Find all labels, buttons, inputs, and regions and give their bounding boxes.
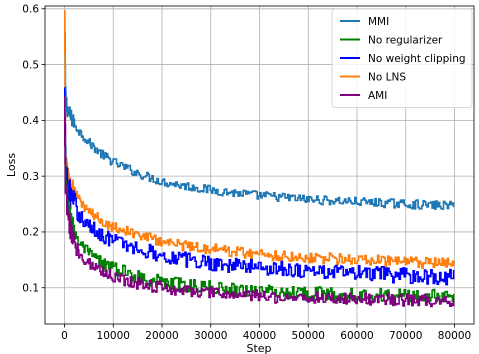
series-layer <box>64 9 455 308</box>
y-axis-label: Loss <box>5 153 18 177</box>
x-tick-label: 40000 <box>243 330 276 342</box>
legend-label: No LNS <box>368 72 406 84</box>
x-tick-label: 70000 <box>389 330 422 342</box>
y-tick-label: 0.6 <box>22 4 39 16</box>
legend-box <box>331 8 473 108</box>
x-tick-label: 50000 <box>292 330 325 342</box>
legend-label: MMI <box>368 16 389 28</box>
series-line-mmi <box>64 16 455 210</box>
x-tick-label: 30000 <box>194 330 227 342</box>
x-tick-label: 80000 <box>438 330 471 342</box>
legend-label: No weight clipping <box>368 53 466 65</box>
y-tick-label: 0.2 <box>22 227 39 239</box>
x-axis-label: Step <box>246 342 271 354</box>
y-axis: 0.1 0.2 0.3 0.4 0.5 0.6 <box>22 4 45 295</box>
x-tick-label: 60000 <box>340 330 373 342</box>
series-line-no-lns <box>64 9 455 269</box>
x-axis: 0 10000 20000 30000 40000 50000 60000 70000 8000… <box>61 324 471 342</box>
y-tick-label: 0.4 <box>22 115 39 127</box>
x-tick-label: 20000 <box>145 330 178 342</box>
series-line-no-weight-clipping <box>64 87 455 286</box>
y-tick-label: 0.3 <box>22 171 39 183</box>
x-tick-label: 0 <box>61 330 68 342</box>
legend-label: AMI <box>368 90 387 102</box>
legend: MMI No regularizer No weight clipping No LN… <box>331 8 473 108</box>
y-tick-label: 0.5 <box>22 59 39 71</box>
legend-label: No regularizer <box>368 35 443 47</box>
x-tick-label: 10000 <box>97 330 130 342</box>
y-tick-label: 0.1 <box>22 283 39 295</box>
series-line-ami <box>64 96 455 308</box>
